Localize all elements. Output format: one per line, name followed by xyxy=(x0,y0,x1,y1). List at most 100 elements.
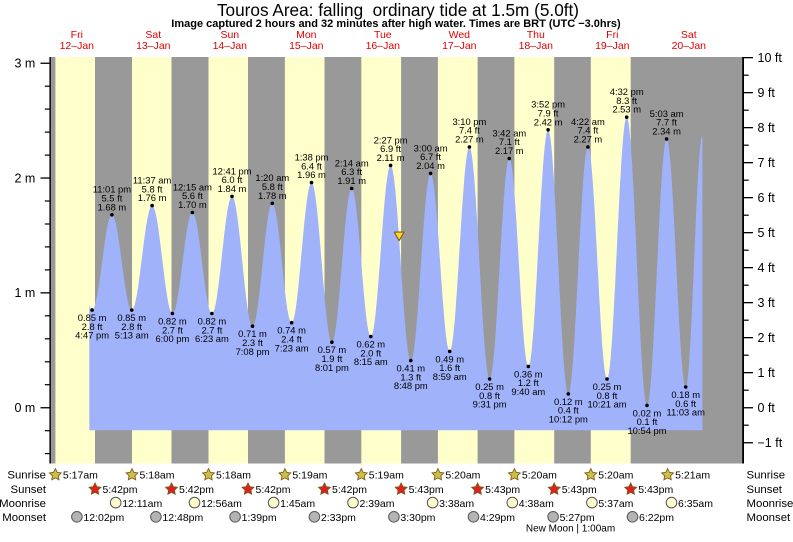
svg-text:10:21 am: 10:21 am xyxy=(587,399,626,410)
svg-text:5:20am: 5:20am xyxy=(598,470,633,482)
svg-text:13–Jan: 13–Jan xyxy=(136,40,171,52)
svg-text:2.53 m: 2.53 m xyxy=(612,104,641,115)
svg-text:5:19am: 5:19am xyxy=(292,470,327,482)
svg-text:10:54 pm: 10:54 pm xyxy=(627,425,666,436)
svg-text:5:42pm: 5:42pm xyxy=(256,484,291,496)
svg-text:6:22pm: 6:22pm xyxy=(639,512,674,524)
svg-text:18–Jan: 18–Jan xyxy=(519,40,554,52)
svg-text:5:43pm: 5:43pm xyxy=(562,484,597,496)
svg-text:0 m: 0 m xyxy=(14,401,35,415)
svg-text:Sunset: Sunset xyxy=(11,484,47,496)
svg-text:6 ft: 6 ft xyxy=(758,191,776,205)
svg-text:3 m: 3 m xyxy=(14,57,35,71)
svg-text:3:30pm: 3:30pm xyxy=(400,512,435,524)
svg-text:5:42pm: 5:42pm xyxy=(332,484,367,496)
svg-text:17–Jan: 17–Jan xyxy=(442,40,477,52)
svg-text:5 ft: 5 ft xyxy=(758,226,776,240)
svg-text:6:23 am: 6:23 am xyxy=(195,333,229,344)
svg-text:7 ft: 7 ft xyxy=(758,156,776,170)
svg-text:12:56am: 12:56am xyxy=(201,498,242,510)
svg-text:11:03 am: 11:03 am xyxy=(666,407,705,418)
svg-text:7:08 pm: 7:08 pm xyxy=(236,346,270,357)
svg-text:Moonrise: Moonrise xyxy=(747,498,793,510)
svg-text:2.11 m: 2.11 m xyxy=(377,152,405,163)
svg-text:8:01 pm: 8:01 pm xyxy=(315,362,349,373)
svg-text:10:12 pm: 10:12 pm xyxy=(549,414,588,425)
svg-text:2:39am: 2:39am xyxy=(360,498,395,510)
svg-text:1.84 m: 1.84 m xyxy=(218,183,247,194)
svg-text:1.68 m: 1.68 m xyxy=(98,201,127,212)
svg-text:2 ft: 2 ft xyxy=(758,331,776,345)
svg-text:2.27 m: 2.27 m xyxy=(455,134,484,145)
svg-text:20–Jan: 20–Jan xyxy=(672,40,707,52)
svg-text:Moonset: Moonset xyxy=(747,512,792,524)
svg-text:7:23 am: 7:23 am xyxy=(275,342,309,353)
svg-text:12:11am: 12:11am xyxy=(122,498,162,510)
svg-text:4:47 pm: 4:47 pm xyxy=(75,330,109,341)
svg-text:Sunrise: Sunrise xyxy=(7,470,46,482)
svg-text:12:48pm: 12:48pm xyxy=(162,512,203,524)
svg-text:4:29pm: 4:29pm xyxy=(480,512,515,524)
svg-text:−1 ft: −1 ft xyxy=(758,436,783,450)
svg-text:4:38am: 4:38am xyxy=(519,498,554,510)
svg-text:8 ft: 8 ft xyxy=(758,121,776,135)
svg-text:Touros Area: falling ordinary: Touros Area: falling ordinary tide at 1.… xyxy=(217,0,579,20)
svg-text:4 ft: 4 ft xyxy=(758,261,776,275)
svg-text:New Moon | 1:00am: New Moon | 1:00am xyxy=(526,524,615,535)
svg-text:5:20am: 5:20am xyxy=(445,470,480,482)
svg-text:6:00 pm: 6:00 pm xyxy=(155,333,189,344)
svg-text:2:33pm: 2:33pm xyxy=(321,512,356,524)
svg-text:2.04 m: 2.04 m xyxy=(416,160,445,171)
svg-text:14–Jan: 14–Jan xyxy=(213,40,248,52)
svg-text:5:27pm: 5:27pm xyxy=(560,512,595,524)
svg-text:15–Jan: 15–Jan xyxy=(289,40,324,52)
svg-text:5:19am: 5:19am xyxy=(369,470,404,482)
svg-text:Moonrise: Moonrise xyxy=(0,498,46,510)
svg-text:5:43pm: 5:43pm xyxy=(485,484,520,496)
svg-text:1.96 m: 1.96 m xyxy=(297,169,326,180)
svg-text:12:02pm: 12:02pm xyxy=(83,512,124,524)
svg-text:12–Jan: 12–Jan xyxy=(60,40,95,52)
svg-text:9 ft: 9 ft xyxy=(758,86,776,100)
svg-text:3 ft: 3 ft xyxy=(758,296,776,310)
svg-text:9:31 pm: 9:31 pm xyxy=(473,399,507,410)
svg-text:1.76 m: 1.76 m xyxy=(138,192,167,203)
svg-text:16–Jan: 16–Jan xyxy=(366,40,401,52)
svg-text:5:20am: 5:20am xyxy=(522,470,557,482)
svg-text:2.27 m: 2.27 m xyxy=(574,134,603,145)
svg-text:Moonset: Moonset xyxy=(2,512,47,524)
svg-text:Sunrise: Sunrise xyxy=(747,470,786,482)
svg-text:19–Jan: 19–Jan xyxy=(595,40,630,52)
svg-text:1:39pm: 1:39pm xyxy=(242,512,277,524)
svg-text:5:37am: 5:37am xyxy=(598,498,633,510)
svg-text:Sunset: Sunset xyxy=(747,484,783,496)
svg-text:5:18am: 5:18am xyxy=(140,470,175,482)
svg-text:5:21am: 5:21am xyxy=(675,470,710,482)
svg-text:3:38am: 3:38am xyxy=(439,498,474,510)
svg-text:2.17 m: 2.17 m xyxy=(495,145,524,156)
svg-text:6:35am: 6:35am xyxy=(678,498,713,510)
svg-text:5:13 am: 5:13 am xyxy=(115,330,149,341)
svg-text:1 m: 1 m xyxy=(14,286,35,300)
svg-text:Image captured 2 hours and 32: Image captured 2 hours and 32 minutes af… xyxy=(171,18,621,30)
svg-text:8:48 pm: 8:48 pm xyxy=(394,380,428,391)
svg-text:8:15 am: 8:15 am xyxy=(354,356,388,367)
svg-text:1.70 m: 1.70 m xyxy=(178,199,207,210)
svg-text:1 ft: 1 ft xyxy=(758,366,776,380)
svg-text:1.78 m: 1.78 m xyxy=(258,190,287,201)
svg-text:5:18am: 5:18am xyxy=(216,470,251,482)
svg-text:1:45am: 1:45am xyxy=(280,498,315,510)
svg-text:2.34 m: 2.34 m xyxy=(652,126,681,137)
svg-text:1.91 m: 1.91 m xyxy=(337,175,366,186)
svg-text:5:42pm: 5:42pm xyxy=(103,484,138,496)
svg-text:10 ft: 10 ft xyxy=(758,51,783,65)
svg-text:5:42pm: 5:42pm xyxy=(179,484,214,496)
svg-text:2.42 m: 2.42 m xyxy=(534,116,563,127)
svg-text:5:43pm: 5:43pm xyxy=(638,484,673,496)
svg-text:0 ft: 0 ft xyxy=(758,401,776,415)
svg-text:5:43pm: 5:43pm xyxy=(409,484,444,496)
svg-text:2 m: 2 m xyxy=(14,171,35,185)
svg-text:9:40 am: 9:40 am xyxy=(511,386,545,397)
svg-text:5:17am: 5:17am xyxy=(63,470,98,482)
svg-text:8:59 am: 8:59 am xyxy=(433,371,467,382)
